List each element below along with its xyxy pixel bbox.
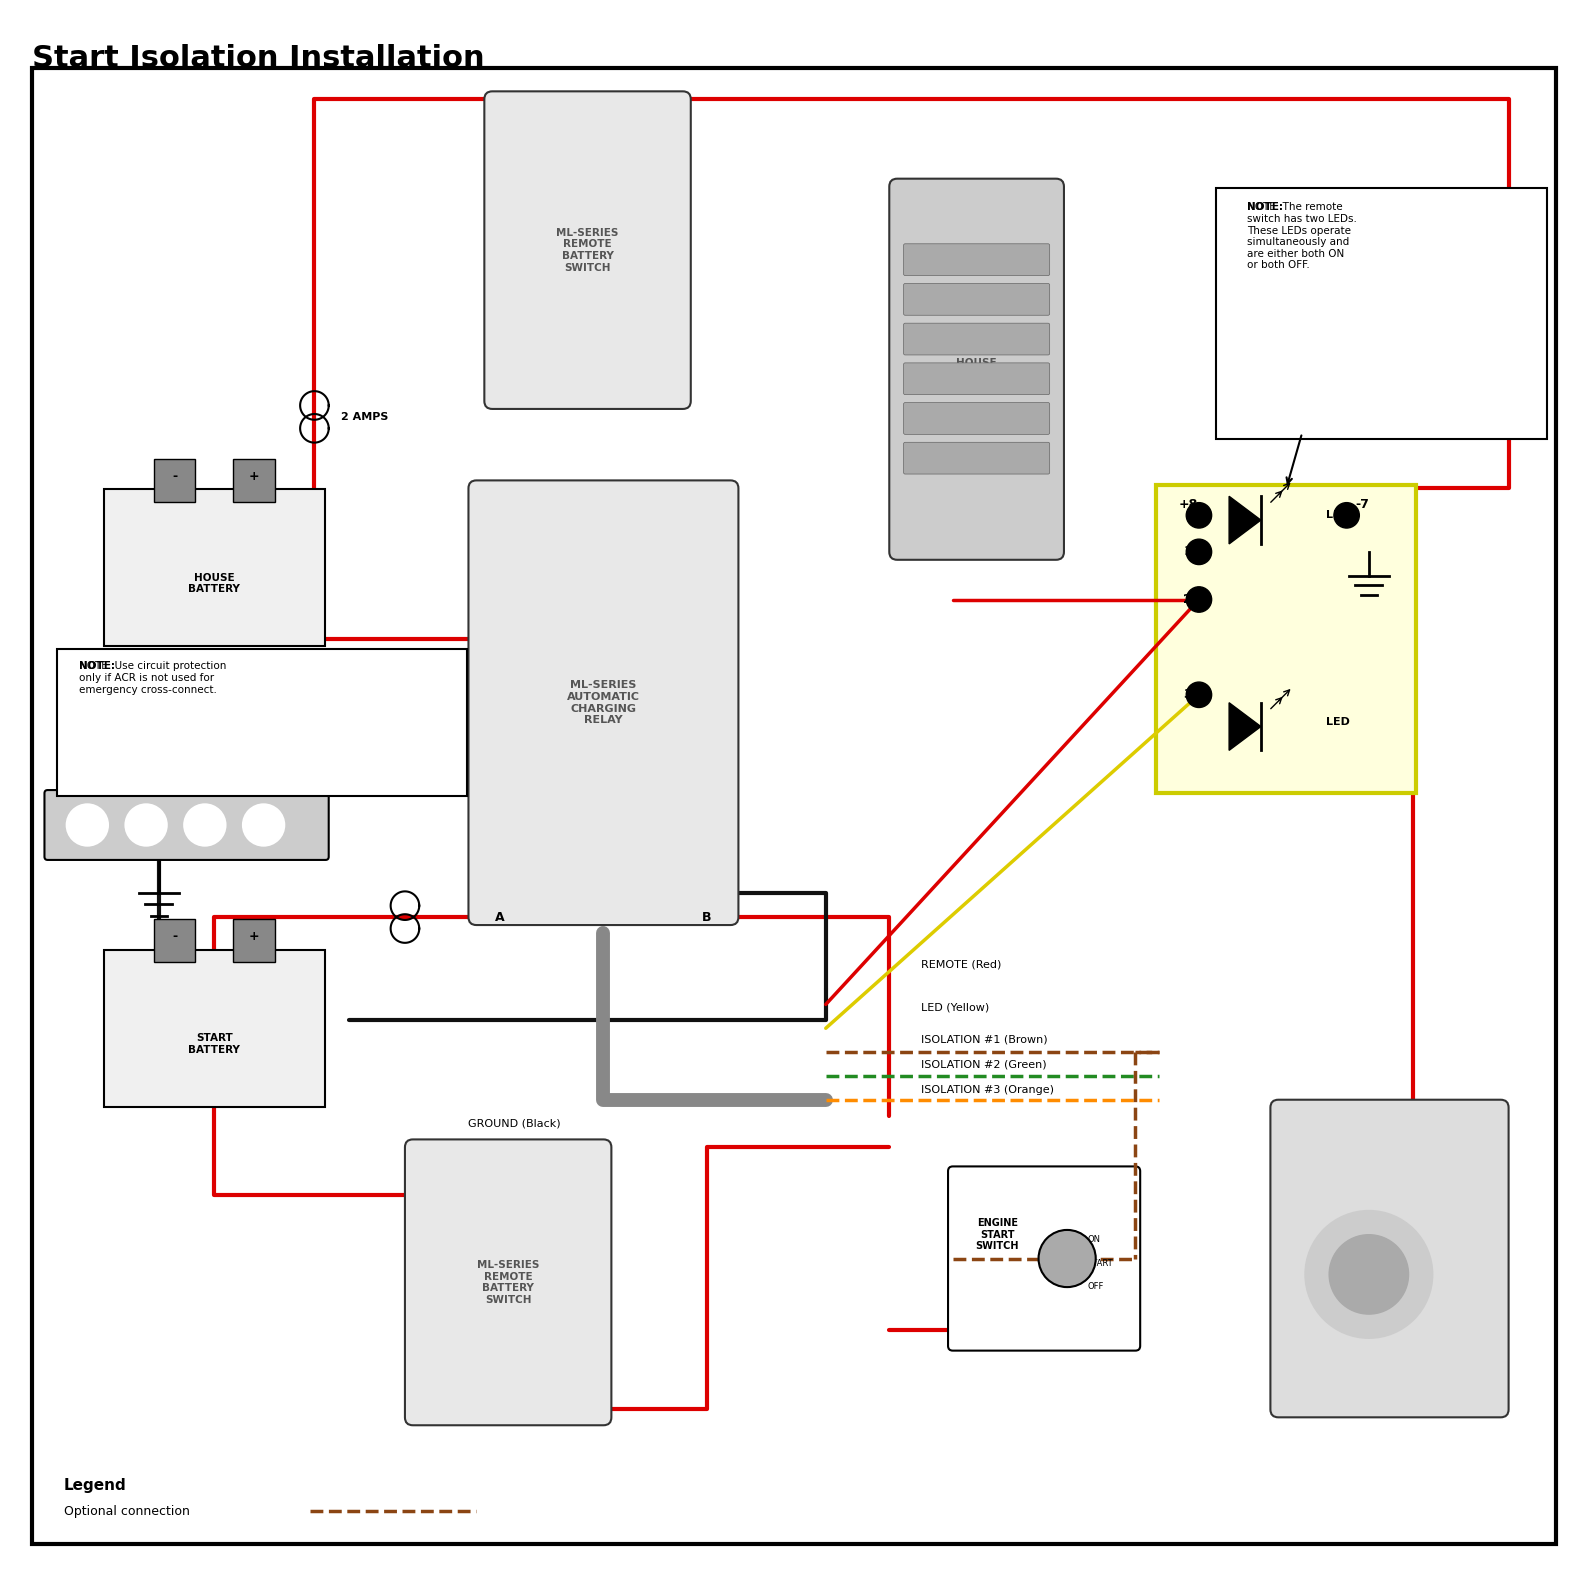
Text: 2 AMPS: 2 AMPS [341, 412, 389, 421]
Text: LED: LED [1326, 511, 1350, 520]
FancyBboxPatch shape [405, 1140, 611, 1425]
Text: -: - [172, 930, 178, 943]
Circle shape [1186, 539, 1212, 565]
Circle shape [243, 804, 284, 846]
Text: +: + [249, 930, 259, 943]
Text: ON: ON [1088, 1235, 1100, 1243]
FancyBboxPatch shape [904, 362, 1050, 394]
Text: ISOLATION #1 (Brown): ISOLATION #1 (Brown) [921, 1034, 1048, 1044]
Text: B: B [702, 911, 711, 924]
Text: ISOLATION #3 (Orange): ISOLATION #3 (Orange) [921, 1085, 1054, 1095]
Text: NOTE:: NOTE: [79, 661, 116, 672]
Text: HOUSE
BATTERY: HOUSE BATTERY [189, 573, 240, 594]
Circle shape [67, 804, 108, 846]
FancyBboxPatch shape [1156, 485, 1416, 793]
Text: LED (Yellow): LED (Yellow) [921, 1002, 989, 1012]
FancyBboxPatch shape [904, 284, 1050, 316]
Text: 2: 2 [1183, 594, 1193, 606]
Polygon shape [1229, 702, 1261, 750]
FancyBboxPatch shape [154, 460, 195, 501]
FancyBboxPatch shape [904, 244, 1050, 276]
FancyBboxPatch shape [889, 179, 1064, 560]
Text: ML-SERIES
REMOTE
BATTERY
SWITCH: ML-SERIES REMOTE BATTERY SWITCH [556, 228, 619, 273]
Text: OFF: OFF [1088, 1282, 1104, 1291]
Polygon shape [1229, 496, 1261, 544]
FancyBboxPatch shape [904, 322, 1050, 354]
FancyBboxPatch shape [484, 91, 691, 409]
Text: -: - [172, 469, 178, 484]
Circle shape [1329, 1235, 1409, 1314]
Circle shape [1039, 1231, 1096, 1286]
FancyBboxPatch shape [32, 67, 1556, 1545]
Text: +: + [249, 469, 259, 484]
Circle shape [1186, 503, 1212, 528]
Circle shape [1186, 587, 1212, 613]
Text: START
BATTERY: START BATTERY [189, 1033, 240, 1055]
Text: NOTE: The remote
switch has two LEDs.
These LEDs operate
simultaneously and
are : NOTE: The remote switch has two LEDs. Th… [1247, 203, 1356, 270]
Text: Start Isolation Installation: Start Isolation Installation [32, 43, 484, 73]
FancyBboxPatch shape [1270, 1100, 1509, 1417]
Text: REMOTE (Red): REMOTE (Red) [921, 959, 1002, 970]
Text: NOTE: Use circuit protection
only if ACR is not used for
emergency cross-connect: NOTE: Use circuit protection only if ACR… [79, 661, 227, 694]
Circle shape [184, 804, 225, 846]
Text: A: A [495, 911, 505, 924]
Text: ENGINE
START
SWITCH: ENGINE START SWITCH [975, 1218, 1019, 1251]
FancyBboxPatch shape [233, 919, 275, 962]
Text: Legend: Legend [64, 1478, 127, 1492]
FancyBboxPatch shape [57, 648, 467, 796]
FancyBboxPatch shape [154, 919, 195, 962]
Text: ISOLATION #2 (Green): ISOLATION #2 (Green) [921, 1060, 1046, 1069]
FancyBboxPatch shape [904, 442, 1050, 474]
Text: LED: LED [1326, 717, 1350, 726]
Text: ML-SERIES
AUTOMATIC
CHARGING
RELAY: ML-SERIES AUTOMATIC CHARGING RELAY [567, 680, 640, 725]
FancyBboxPatch shape [44, 790, 329, 860]
Text: 3: 3 [1183, 688, 1193, 701]
Text: +8: +8 [1178, 498, 1197, 511]
FancyBboxPatch shape [948, 1167, 1140, 1350]
Circle shape [1186, 681, 1212, 707]
Text: ENGINE: ENGINE [1366, 1253, 1413, 1264]
FancyBboxPatch shape [105, 488, 326, 646]
FancyBboxPatch shape [468, 480, 738, 926]
Circle shape [1305, 1211, 1432, 1337]
Text: GROUND (Black): GROUND (Black) [468, 1119, 561, 1128]
Text: 1: 1 [1183, 546, 1193, 559]
FancyBboxPatch shape [105, 950, 326, 1108]
Text: -7: -7 [1356, 498, 1369, 511]
FancyBboxPatch shape [1216, 188, 1547, 439]
Circle shape [1334, 503, 1359, 528]
FancyBboxPatch shape [233, 460, 275, 501]
Text: HOUSE
DISTRIBUTION: HOUSE DISTRIBUTION [934, 359, 1019, 380]
Text: NOTE:: NOTE: [1247, 203, 1283, 212]
Circle shape [125, 804, 167, 846]
FancyBboxPatch shape [904, 402, 1050, 434]
Text: Optional connection: Optional connection [64, 1505, 189, 1518]
Text: START: START [1088, 1259, 1113, 1267]
Text: ML-SERIES
REMOTE
BATTERY
SWITCH: ML-SERIES REMOTE BATTERY SWITCH [476, 1259, 540, 1306]
